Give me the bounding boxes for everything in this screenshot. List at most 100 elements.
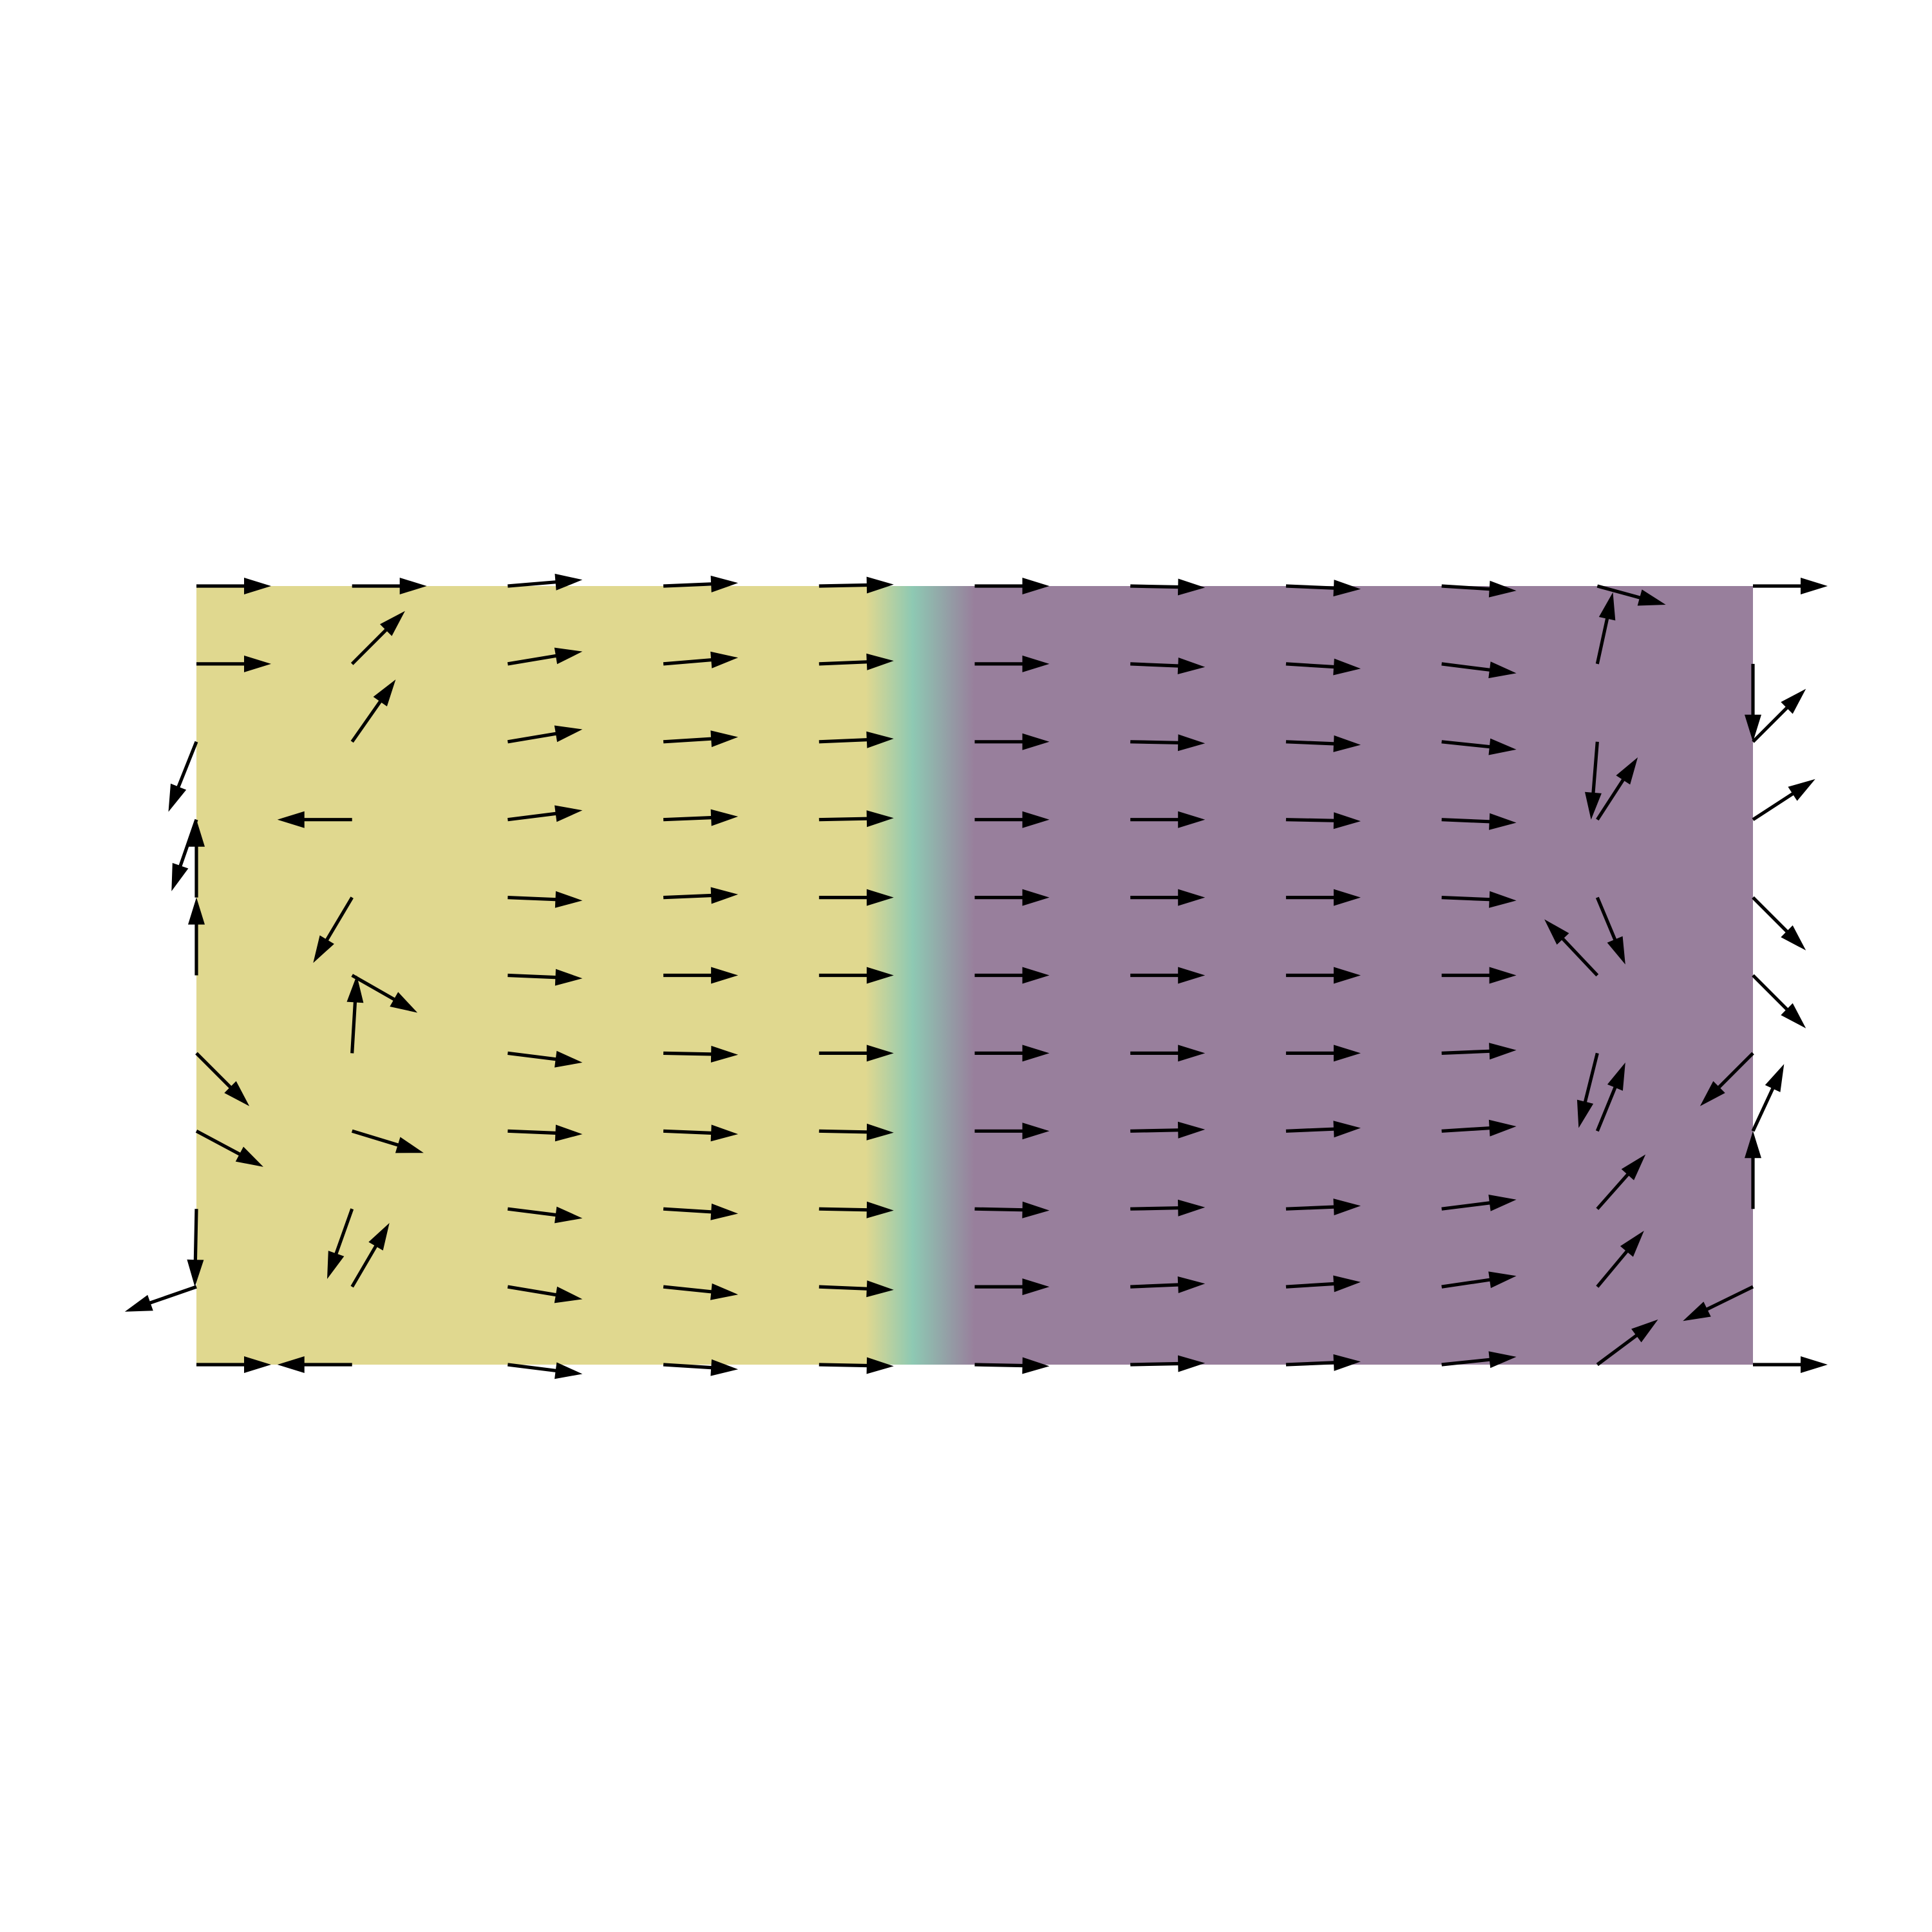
arrow [1285,1275,1361,1293]
arrow [1285,1198,1361,1216]
arrow [1130,967,1206,984]
arrow [974,811,1050,828]
arrow [1752,779,1815,821]
arrow [1130,889,1206,906]
arrow [351,974,418,1013]
arrow [1441,1195,1517,1211]
arrow [1745,1131,1761,1209]
arrow [663,730,739,748]
arrow [1130,1355,1206,1372]
arrow [663,1045,739,1063]
arrow [1751,1064,1785,1132]
arrow [1285,658,1361,676]
arrow [1130,1199,1206,1217]
arrow [663,887,739,904]
arrow [1752,896,1806,951]
arrow [507,1050,583,1068]
arrow [663,967,739,984]
arrow [1130,578,1206,596]
arrow [1544,919,1599,977]
arrow [1441,580,1517,598]
arrow [974,1201,1050,1218]
arrow [819,810,894,828]
arrow [196,578,271,594]
arrow [1130,811,1206,828]
arrow [1595,1062,1625,1132]
arrow [507,805,583,822]
arrow [277,811,352,828]
arrow [352,578,427,594]
arrow [196,655,271,672]
arrow [1285,1121,1361,1138]
arrow [507,1362,583,1379]
arrow [168,741,198,812]
arrow [507,573,583,591]
arrow [187,1209,204,1287]
arrow [1441,1043,1517,1060]
arrow [1753,1356,1828,1373]
arrow [974,578,1050,594]
arrow [663,651,739,668]
arrow [1441,1271,1517,1289]
arrow [974,1357,1050,1374]
arrow [663,575,739,592]
arrow [663,1283,739,1300]
arrow [974,1278,1050,1296]
arrow [1285,735,1361,752]
arrow [1285,1045,1361,1062]
arrow [313,896,354,963]
arrow [819,576,894,594]
arrow [663,1203,739,1220]
arrow [819,1123,894,1141]
arrow [1596,584,1666,606]
arrow [819,889,894,906]
arrow [819,731,894,748]
arrow [1752,974,1806,1028]
arrow [507,1285,583,1303]
arrow [663,1124,739,1142]
arrow [351,1129,424,1153]
arrow [1745,663,1761,742]
arrow [277,1356,352,1373]
arrow [507,1206,583,1224]
arrow [1441,738,1517,755]
arrow [1585,741,1602,820]
arrow [1130,1121,1206,1139]
arrow [663,1359,739,1376]
arrow [1285,812,1361,829]
arrow [1441,967,1517,984]
arrow [350,611,405,665]
arrow [188,897,205,976]
arrow [1130,734,1206,752]
arrow [819,1045,894,1062]
arrow [346,975,364,1054]
arrow [974,655,1050,672]
arrow [188,819,205,898]
arrow [1130,1276,1206,1293]
arrow [1441,1119,1517,1137]
arrow [507,647,583,666]
arrow [1596,757,1638,821]
arrow [974,967,1050,984]
arrow [819,1201,894,1218]
arrow [1441,813,1517,830]
arrow [974,889,1050,906]
arrow [1596,1319,1658,1367]
arrow [195,1130,263,1167]
arrow [1441,1351,1517,1368]
arrow [1752,688,1806,743]
arrow [1577,1052,1599,1128]
arrow [507,725,583,744]
arrow [1700,1052,1754,1106]
arrow [124,1285,197,1312]
arrow [1130,1045,1206,1062]
arrow [1285,967,1361,984]
arrow [819,1280,894,1298]
arrow [1683,1285,1754,1321]
arrow [507,1124,583,1142]
arrow [1596,1154,1646,1210]
arrow [819,653,894,670]
arrow [1285,889,1361,906]
